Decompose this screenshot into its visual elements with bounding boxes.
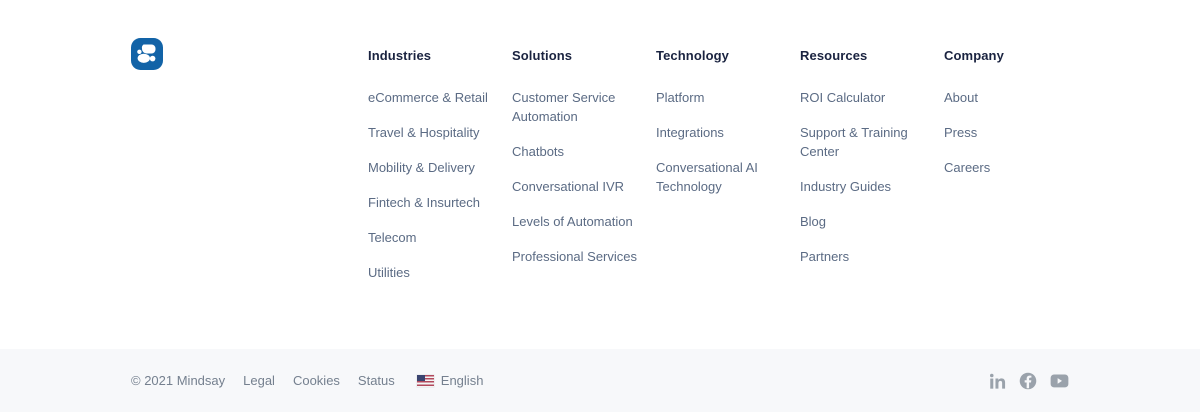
footer-column-technology: Technology Platform Integrations Conversati… bbox=[656, 47, 800, 298]
footer-link[interactable]: eCommerce & Retail bbox=[368, 90, 488, 105]
footer-link[interactable]: About bbox=[944, 90, 978, 105]
language-label: English bbox=[440, 373, 484, 388]
footer-nav: Industries eCommerce & Retail Travel & Hos… bbox=[368, 47, 1088, 298]
footer-link[interactable]: Utilities bbox=[368, 265, 410, 280]
footer-column-resources: Resources ROI Calculator Support & Trainin… bbox=[800, 47, 944, 298]
language-selector[interactable]: English bbox=[416, 373, 484, 388]
footer-column-title: Solutions bbox=[512, 48, 573, 63]
footer-link[interactable]: ROI Calculator bbox=[800, 90, 886, 105]
facebook-icon[interactable] bbox=[1019, 372, 1037, 390]
footer-link[interactable]: Support & Training Center bbox=[800, 125, 908, 159]
footer-link[interactable]: Conversational IVR bbox=[512, 179, 624, 194]
youtube-icon[interactable] bbox=[1050, 373, 1069, 388]
footer-link[interactable]: Press bbox=[944, 125, 978, 140]
footer-column-links: About Press Careers bbox=[944, 88, 1088, 177]
us-flag-icon bbox=[416, 374, 434, 387]
mindsay-logo-icon bbox=[131, 38, 163, 70]
footer-column-links: Platform Integrations Conversational AI Te… bbox=[656, 88, 800, 196]
footer-legal-links: Legal Cookies Status bbox=[243, 373, 395, 388]
footer-link[interactable]: Blog bbox=[800, 214, 827, 229]
footer-link[interactable]: Travel & Hospitality bbox=[368, 125, 480, 140]
footer-column-links: Customer Service Automation Chatbots Conve… bbox=[512, 88, 656, 266]
linkedin-icon[interactable] bbox=[989, 373, 1006, 389]
footer-column-solutions: Solutions Customer Service Automation Chat… bbox=[512, 47, 656, 298]
footer-column-company: Company About Press Careers bbox=[944, 47, 1088, 298]
footer-link[interactable]: Integrations bbox=[656, 125, 724, 140]
footer-bottom-bar: © 2021 Mindsay Legal Cookies Status Englis… bbox=[0, 349, 1200, 412]
copyright-text: © 2021 Mindsay bbox=[131, 373, 226, 388]
footer-column-industries: Industries eCommerce & Retail Travel & Hos… bbox=[368, 47, 512, 298]
status-link[interactable]: Status bbox=[357, 373, 395, 388]
footer-link[interactable]: Careers bbox=[944, 160, 991, 175]
footer-column-title: Company bbox=[944, 48, 1004, 63]
footer-link[interactable]: Industry Guides bbox=[800, 179, 892, 194]
footer-link[interactable]: Telecom bbox=[368, 230, 417, 245]
footer-link[interactable]: Conversational AI Technology bbox=[656, 160, 758, 194]
footer-column-title: Resources bbox=[800, 48, 868, 63]
footer-link[interactable]: Partners bbox=[800, 249, 850, 264]
footer-link[interactable]: Mobility & Delivery bbox=[368, 160, 475, 175]
legal-link[interactable]: Legal bbox=[243, 373, 275, 388]
footer-column-title: Industries bbox=[368, 48, 432, 63]
social-links bbox=[989, 372, 1069, 390]
footer-link[interactable]: Levels of Automation bbox=[512, 214, 633, 229]
footer-column-links: ROI Calculator Support & Training Center I… bbox=[800, 88, 944, 266]
cookies-link[interactable]: Cookies bbox=[292, 373, 340, 388]
footer-bottom-left: © 2021 Mindsay Legal Cookies Status Englis… bbox=[131, 373, 483, 388]
footer-link[interactable]: Customer Service Automation bbox=[512, 90, 616, 124]
footer-column-links: eCommerce & Retail Travel & Hospitality Mo… bbox=[368, 88, 512, 282]
footer-link[interactable]: Fintech & Insurtech bbox=[368, 195, 480, 210]
footer-column-title: Technology bbox=[656, 48, 729, 63]
mindsay-logo[interactable] bbox=[131, 38, 163, 70]
footer-link[interactable]: Professional Services bbox=[512, 249, 637, 264]
footer-link[interactable]: Chatbots bbox=[512, 144, 565, 159]
footer-link[interactable]: Platform bbox=[656, 90, 705, 105]
